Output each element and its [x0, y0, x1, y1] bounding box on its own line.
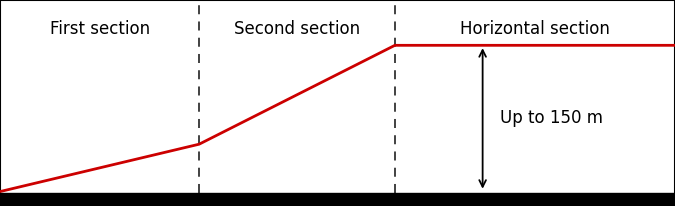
Text: First section: First section	[49, 20, 150, 38]
Text: Second section: Second section	[234, 20, 360, 38]
Text: Up to 150 m: Up to 150 m	[500, 109, 603, 128]
Bar	[0, 193, 675, 206]
Text: Horizontal section: Horizontal section	[460, 20, 610, 38]
